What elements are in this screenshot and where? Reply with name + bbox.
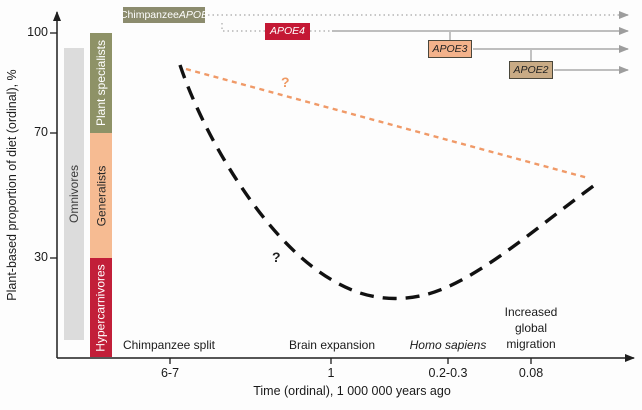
hominin-curve-question-mark: ? (272, 249, 281, 265)
y-tick-label-100: 100 (27, 25, 48, 39)
apoe2-box: APOE2 (509, 61, 553, 79)
x-tick-label-6-7: 6-7 (160, 366, 180, 380)
x-tick-label-1: 1 (327, 366, 335, 380)
chimpanzee-apoe-box: Chimpanzee APOE (119, 7, 209, 23)
chimpanzee-apoe-gene: APOE (178, 8, 209, 21)
x-tick-label-0.2-0.3: 0.2-0.3 (428, 366, 468, 380)
omnivores-label: Omnivores (67, 164, 82, 224)
apoe3-label: APOE3 (432, 42, 468, 55)
apoe4-label: APOE4 (269, 25, 306, 37)
apoe2-label: APOE2 (513, 63, 549, 76)
chimpanzee-apoe-prefix: Chimpanzee (119, 8, 179, 21)
plant-specialists-label: Plant specialists (94, 39, 109, 127)
chimpanzee-diet-curve (185, 67, 589, 180)
apoe3-box: APOE3 (428, 40, 472, 58)
generalists-bar: Generalists (90, 133, 112, 258)
event-label-chimpanzee-split: Chimpanzee split (122, 338, 216, 352)
x-tick-label-0.08: 0.08 (518, 366, 544, 380)
plant-specialists-bar: Plant specialists (90, 33, 112, 133)
y-tick-label-70: 70 (34, 125, 48, 139)
event-label-homo-sapiens: Homo sapiens (409, 338, 487, 352)
hypercarnivores-bar: Hypercarnivores (90, 258, 112, 357)
omnivores-bar: Omnivores (64, 48, 84, 340)
apoe4-box: APOE4 (265, 23, 310, 40)
y-tick-label-30: 30 (34, 250, 48, 264)
apoe4-dotted-connector (221, 23, 265, 32)
event-label-increased-global-migration: Increased global migration (504, 305, 558, 351)
hominin-diet-curve (178, 64, 598, 301)
event-label-brain-expansion: Brain expansion (288, 338, 376, 352)
y-axis-title: Plant-based proportion of diet (ordinal)… (5, 69, 19, 301)
generalists-label: Generalists (94, 165, 109, 226)
x-axis-title: Time (ordinal), 1 000 000 years ago (253, 384, 451, 398)
chimpanzee-curve-question-mark: ? (281, 74, 290, 90)
